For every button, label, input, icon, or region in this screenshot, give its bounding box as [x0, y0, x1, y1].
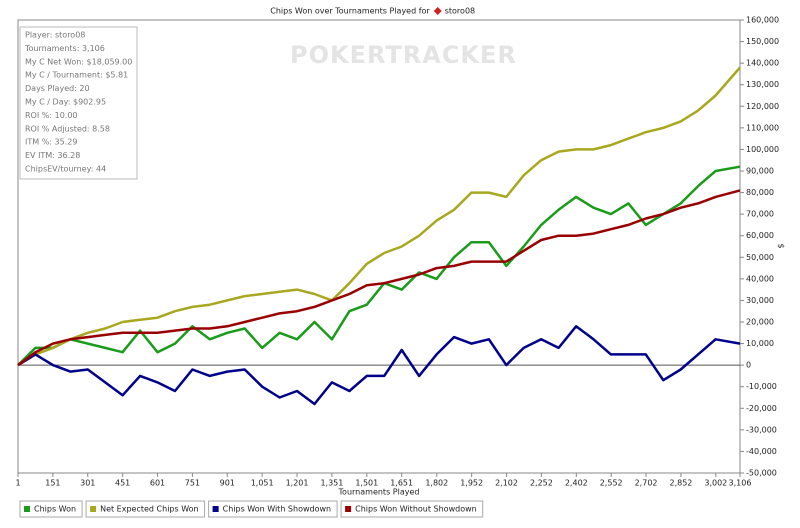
x-axis-title: Tournaments Played	[338, 488, 420, 497]
stats-box	[19, 26, 138, 180]
y-tick-label: 50,000	[746, 253, 774, 262]
y-tick-label: 160,000	[746, 16, 779, 25]
y-tick-label: 70,000	[746, 210, 774, 219]
y-tick-label: 150,000	[746, 37, 779, 46]
y-tick-label: 80,000	[746, 188, 774, 197]
y-tick-label: -10,000	[746, 382, 777, 391]
x-tick-label: 151	[45, 479, 60, 488]
legend-box	[208, 500, 338, 518]
x-tick-label: 2,102	[495, 479, 518, 488]
y-axis-title: $	[777, 243, 786, 248]
legend-item: Chips Won Without Showdown	[340, 500, 484, 518]
legend-box	[340, 500, 484, 518]
y-tick-label: 0	[746, 361, 751, 370]
x-tick-label: 3,002	[704, 479, 727, 488]
x-tick-label: 1,651	[390, 479, 413, 488]
legend-label: Chips Won Without Showdown	[355, 505, 477, 514]
y-tick-label: 100,000	[746, 145, 779, 154]
stat-line: ChipsEV/tourney: 44	[25, 165, 106, 174]
y-tick-label: -50,000	[746, 469, 777, 478]
stat-line: Tournaments: 3,106	[24, 44, 105, 53]
stat-line: Days Played: 20	[25, 84, 90, 93]
x-tick-label: 301	[80, 479, 95, 488]
x-tick-label: 1,952	[460, 479, 483, 488]
legend-label: Chips Won With Showdown	[223, 505, 332, 514]
x-tick-label: 1,201	[286, 479, 309, 488]
player-name: storo08	[445, 7, 475, 16]
x-tick-label: 2,552	[600, 479, 623, 488]
y-tick-label: 130,000	[746, 80, 779, 89]
x-tick-label: 1,802	[425, 479, 448, 488]
x-tick-label: 601	[150, 479, 165, 488]
series-line	[17, 66, 741, 367]
x-tick-label: 2,402	[565, 479, 588, 488]
x-tick-label: 751	[185, 479, 200, 488]
chart-title: Chips Won over Tournaments Played for	[270, 7, 430, 16]
x-tick-label: 901	[220, 479, 235, 488]
legend-swatch	[90, 506, 97, 512]
x-tick-label: 1,351	[320, 479, 343, 488]
player-icon	[433, 7, 442, 15]
stat-line: ROI % Adjusted: 8.58	[25, 124, 110, 133]
x-tick-label: 1,051	[251, 479, 274, 488]
x-tick-label: 451	[115, 479, 130, 488]
series-line	[17, 165, 741, 366]
legend-label: Chips Won	[34, 505, 76, 514]
legend-box	[19, 500, 83, 518]
x-tick-label: 1	[15, 479, 20, 488]
legend-item: Chips Won With Showdown	[208, 500, 338, 518]
y-tick-label: 140,000	[746, 59, 779, 68]
y-tick-label: 40,000	[746, 274, 774, 283]
y-tick-label: 120,000	[746, 102, 779, 111]
x-tick-label: 2,852	[669, 479, 692, 488]
stat-line: EV ITM: 36.28	[25, 151, 80, 160]
stat-line: ROI %: 10.00	[25, 111, 78, 120]
y-tick-label: -40,000	[746, 447, 777, 456]
y-tick-label: 20,000	[746, 318, 774, 327]
y-tick-label: -20,000	[746, 404, 777, 413]
series-line	[17, 325, 741, 406]
x-tick-label: 2,252	[530, 479, 553, 488]
plot-frame	[17, 19, 741, 474]
watermark: POKERTRACKER	[290, 41, 517, 69]
x-tick-label: 1,501	[355, 479, 378, 488]
stat-line: My C / Tournament: $5.81	[25, 71, 128, 80]
legend-box	[85, 500, 206, 518]
y-tick-label: 60,000	[746, 231, 774, 240]
y-tick-label: 10,000	[746, 339, 774, 348]
stat-line: My C Net Won: $18,059.00	[25, 57, 132, 66]
stat-line: Player: storo08	[25, 31, 85, 40]
legend-item: Chips Won	[19, 500, 83, 518]
legend-item: Net Expected Chips Won	[85, 500, 206, 518]
y-tick-label: 90,000	[746, 167, 774, 176]
y-tick-label: -30,000	[746, 425, 777, 434]
stat-line: My C / Day: $902.95	[25, 98, 106, 107]
legend-swatch	[345, 506, 352, 512]
y-tick-label: 110,000	[746, 123, 779, 132]
legend-swatch	[24, 506, 30, 512]
stat-line: ITM %: 35.29	[25, 138, 77, 147]
legend-swatch	[212, 506, 219, 512]
y-tick-label: 30,000	[746, 296, 774, 305]
legend-label: Net Expected Chips Won	[100, 505, 199, 514]
series-line	[17, 189, 741, 367]
x-tick-label: 3,106	[729, 479, 752, 488]
x-tick-label: 2,702	[635, 479, 658, 488]
